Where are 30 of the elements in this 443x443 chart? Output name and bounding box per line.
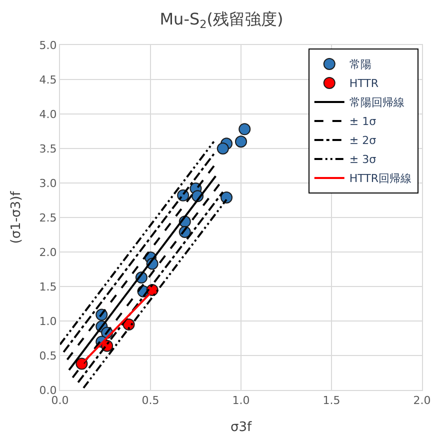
- x-tick-label: 0.0: [51, 394, 69, 408]
- point: [220, 191, 233, 204]
- legend-label: HTTR回帰線: [349, 172, 412, 186]
- legend-label: 常陽回帰線: [349, 96, 404, 110]
- point: [216, 142, 229, 154]
- chart-title: Mu-S$_{2}$(残留強度): [160, 9, 284, 31]
- y-tick-label: 1.5: [39, 280, 57, 294]
- legend-label: 常陽: [349, 58, 372, 72]
- y-tick-label: 3.0: [39, 176, 57, 190]
- y-tick-label: 0.0: [39, 384, 57, 397]
- x-tick-label: 1.0: [232, 394, 250, 408]
- y-tick-label: 2.0: [39, 246, 57, 259]
- point: [235, 136, 247, 148]
- y-tick-label: 0.5: [39, 349, 57, 362]
- x-axis-title: σ3f: [230, 420, 252, 435]
- legend-label: HTTR: [349, 77, 379, 90]
- y-tick-label: 4.0: [39, 108, 57, 121]
- y-tick-label: 3.5: [39, 142, 57, 156]
- x-tick-label: 0.5: [142, 394, 160, 408]
- y-tick-label: 2.5: [39, 211, 57, 224]
- point: [238, 123, 251, 136]
- legend-label: ± 2σ: [349, 134, 376, 148]
- legend-label: ± 1σ: [349, 115, 376, 128]
- x-tick-label: 1.5: [322, 394, 340, 408]
- y-tick-label: 4.5: [39, 73, 57, 86]
- legend-label: ± 3σ: [349, 153, 376, 166]
- y-tick-label: 1.0: [39, 314, 57, 328]
- y-tick-label: 5.0: [39, 38, 57, 52]
- x-tick-label: 2.0: [413, 394, 431, 408]
- y-axis-title: (σ1-σ3)f: [9, 190, 24, 244]
